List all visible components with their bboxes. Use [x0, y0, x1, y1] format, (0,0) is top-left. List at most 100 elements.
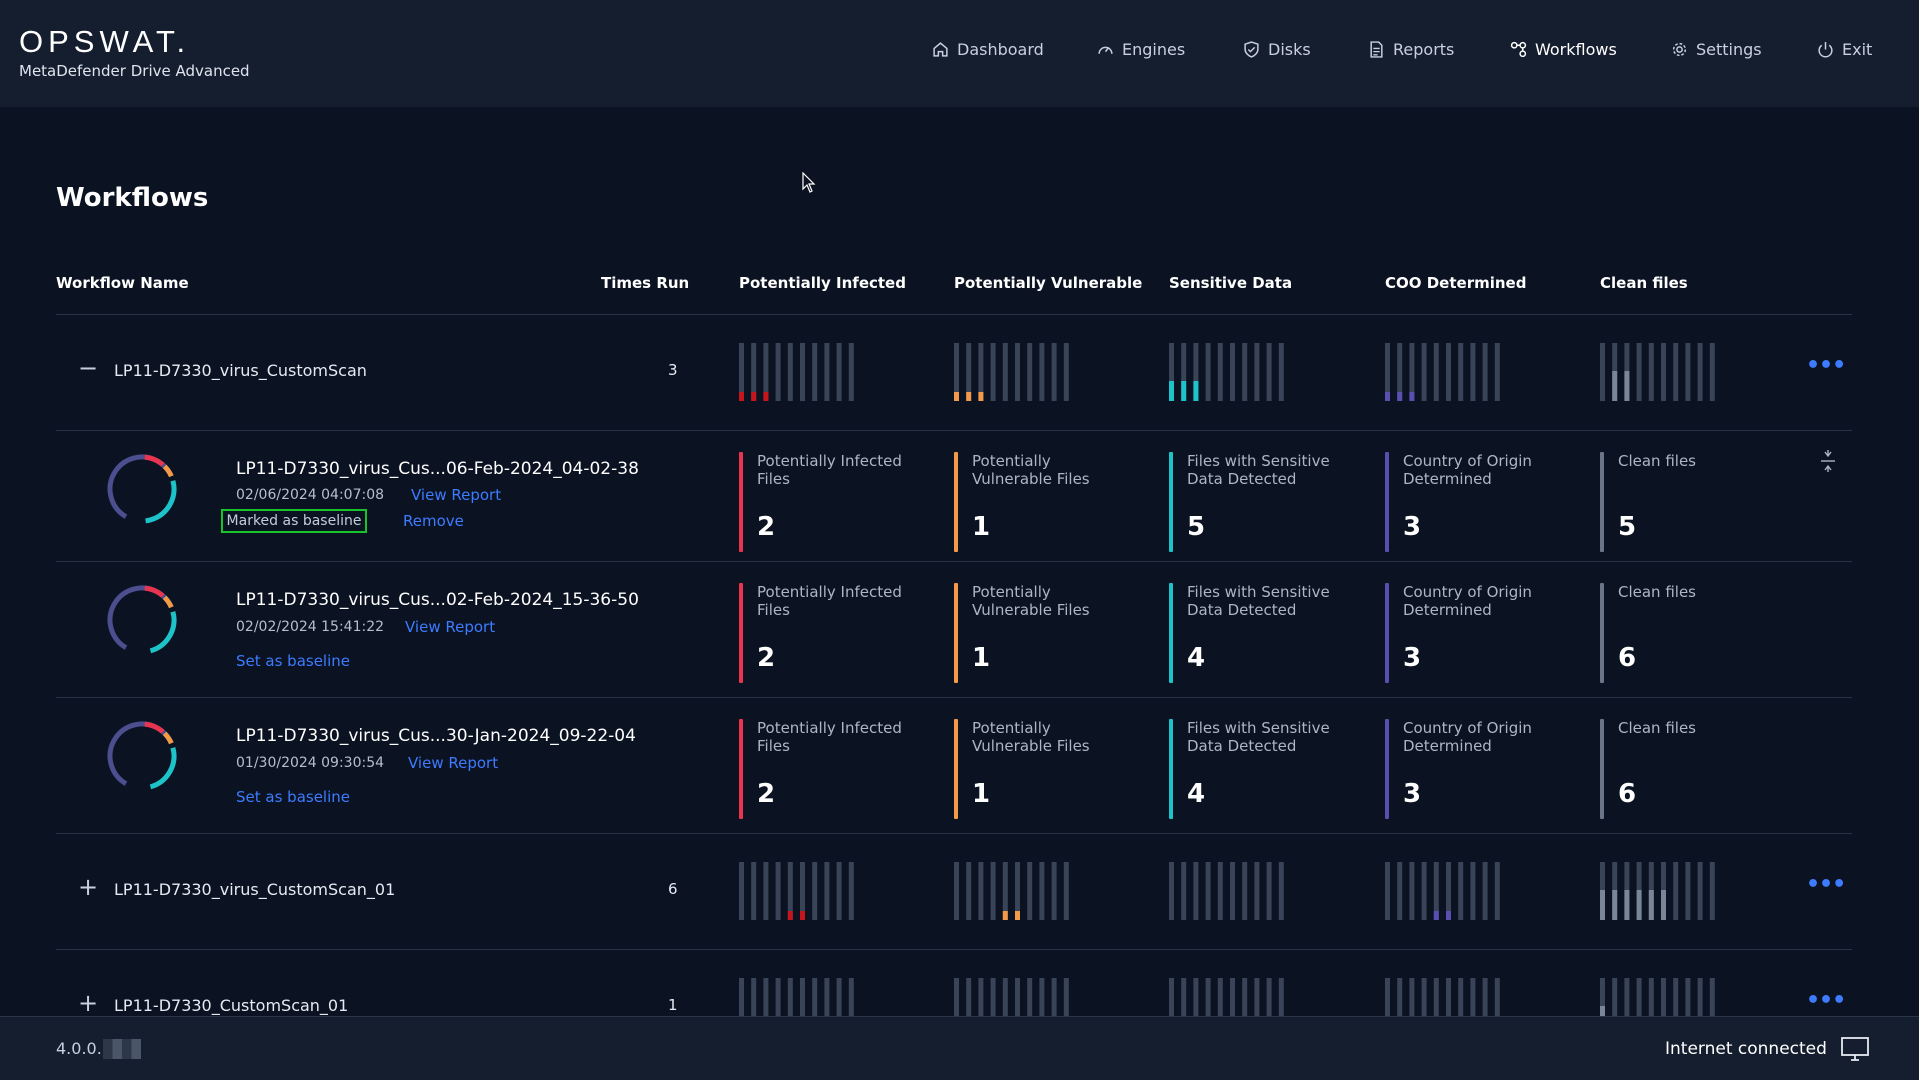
collapse-icon[interactable]: [1818, 449, 1838, 473]
expand-toggle[interactable]: +: [78, 989, 99, 1017]
spark-bar: [1661, 978, 1666, 1036]
more-options-button[interactable]: •••: [1806, 872, 1846, 897]
nav-exit-label: Exit: [1842, 40, 1873, 59]
expand-toggle[interactable]: +: [78, 873, 99, 901]
spark-bar: [1242, 343, 1248, 401]
run-date: 01/30/2024 09:30:54: [236, 755, 385, 771]
spark-bar: [1242, 862, 1248, 920]
nav-engines[interactable]: Engines: [1097, 40, 1185, 59]
spark-bar: [1385, 862, 1390, 920]
nav-settings[interactable]: Settings: [1671, 40, 1762, 59]
metric-label: Country of Origin Determined: [1403, 583, 1532, 619]
column-header-potentially-vulnerable[interactable]: Potentially Vulnerable: [954, 274, 1143, 292]
column-header-potentially-infected[interactable]: Potentially Infected: [739, 274, 906, 292]
spark-bar: [1063, 978, 1069, 1036]
sensitive-sparkline: [1169, 978, 1284, 1036]
spark-bar: [1169, 978, 1174, 1036]
spark-bar: [1169, 343, 1174, 401]
collapse-toggle[interactable]: −: [78, 354, 99, 382]
spark-bar-highlight: [1169, 381, 1174, 401]
metric-label: Country of Origin Determined: [1403, 719, 1532, 755]
spark-bar-highlight: [787, 911, 793, 920]
spark-bar-highlight: [1193, 381, 1199, 401]
spark-bar: [1015, 862, 1020, 920]
metric-label: Country of Origin Determined: [1403, 452, 1532, 488]
column-header-times-run[interactable]: Times Run: [601, 274, 690, 292]
sensitive-sparkline: [1169, 862, 1284, 920]
document-icon: [1370, 41, 1383, 58]
column-header-clean-files[interactable]: Clean files: [1600, 274, 1688, 292]
nav-exit[interactable]: Exit: [1817, 40, 1872, 59]
more-options-button[interactable]: •••: [1806, 353, 1846, 378]
spark-bar: [1482, 862, 1488, 920]
metric-value: 4: [1187, 643, 1206, 673]
workflow-group-row[interactable]: + LP11-D7330_virus_CustomScan_01 6 •••: [56, 834, 1852, 950]
column-header-sensitive-data[interactable]: Sensitive Data: [1169, 274, 1293, 292]
coo-sparkline: [1385, 862, 1500, 920]
spark-bar: [787, 978, 793, 1036]
spark-bar-highlight: [1446, 911, 1451, 920]
spark-bar: [990, 862, 996, 920]
spark-bar: [1446, 343, 1451, 401]
spark-bar: [1193, 978, 1199, 1036]
spark-bar-highlight: [1612, 371, 1618, 401]
spark-bar: [751, 343, 757, 401]
spark-bar-highlight: [1624, 371, 1630, 401]
metric-bar: [1600, 719, 1604, 819]
spark-bar: [1600, 343, 1605, 401]
spark-bar: [1470, 978, 1476, 1036]
nav-dashboard[interactable]: Dashboard: [932, 40, 1044, 59]
spark-bar: [1458, 862, 1464, 920]
column-header-workflow-name[interactable]: Workflow Name: [56, 274, 189, 292]
view-report-link[interactable]: View Report: [405, 618, 496, 636]
network-status: Internet connected: [1665, 1039, 1827, 1059]
spark-bar: [848, 343, 854, 401]
spark-bar: [1027, 343, 1033, 401]
metric-bar: [954, 719, 958, 819]
spark-bar: [739, 343, 744, 401]
spark-bar: [1266, 978, 1272, 1036]
monitor-icon[interactable]: [1840, 1036, 1870, 1062]
spark-bar: [1648, 343, 1654, 401]
nav-settings-label: Settings: [1696, 40, 1762, 59]
workflow-group-row[interactable]: − LP11-D7330_virus_CustomScan 3 •••: [56, 315, 1852, 431]
metric-value: 3: [1403, 512, 1422, 542]
metric-vulnerable: Potentially Vulnerable Files 1: [954, 583, 1124, 683]
spark-bar: [978, 862, 984, 920]
nav-workflows[interactable]: Workflows: [1510, 40, 1617, 59]
set-as-baseline-link[interactable]: Set as baseline: [236, 652, 351, 670]
page-title: Workflows: [56, 183, 209, 213]
spark-bar-highlight: [1636, 890, 1642, 920]
spark-bar: [836, 978, 842, 1036]
workflow-group-row[interactable]: + LP11-D7330_CustomScan_01 1 •••: [56, 950, 1852, 1065]
set-as-baseline-link[interactable]: Set as baseline: [236, 788, 351, 806]
spark-bar: [1494, 978, 1500, 1036]
column-header-coo-determined[interactable]: COO Determined: [1385, 274, 1527, 292]
metric-value: 5: [1618, 512, 1637, 542]
spark-bar-highlight: [1409, 392, 1415, 401]
spark-bar: [1254, 978, 1260, 1036]
spark-bar: [1397, 862, 1403, 920]
spark-bar: [1433, 343, 1439, 401]
run-row: LP11-D7330_virus_Cus...30-Jan-2024_09-22…: [56, 698, 1852, 834]
nav-disks[interactable]: Disks: [1243, 40, 1311, 59]
logo-wordmark: OPSWAT.: [19, 24, 191, 59]
spark-bar: [990, 343, 996, 401]
remove-baseline-link[interactable]: Remove: [403, 512, 464, 530]
spark-bar-highlight: [1002, 911, 1008, 920]
metric-clean: Clean files 6: [1600, 583, 1770, 683]
spark-bar: [836, 343, 842, 401]
more-options-button[interactable]: •••: [1806, 988, 1846, 1013]
spark-bar: [824, 862, 830, 920]
nav-reports[interactable]: Reports: [1368, 40, 1454, 59]
spark-bar: [1169, 862, 1174, 920]
metric-value: 6: [1618, 779, 1637, 809]
metric-bar: [1600, 452, 1604, 552]
gauge-icon: [1098, 46, 1113, 54]
view-report-link[interactable]: View Report: [411, 486, 502, 504]
workflow-name: LP11-D7330_CustomScan_01: [114, 996, 349, 1015]
metric-bar: [1385, 583, 1389, 683]
view-report-link[interactable]: View Report: [408, 754, 499, 772]
spark-bar: [1673, 862, 1679, 920]
spark-bar: [1217, 978, 1223, 1036]
